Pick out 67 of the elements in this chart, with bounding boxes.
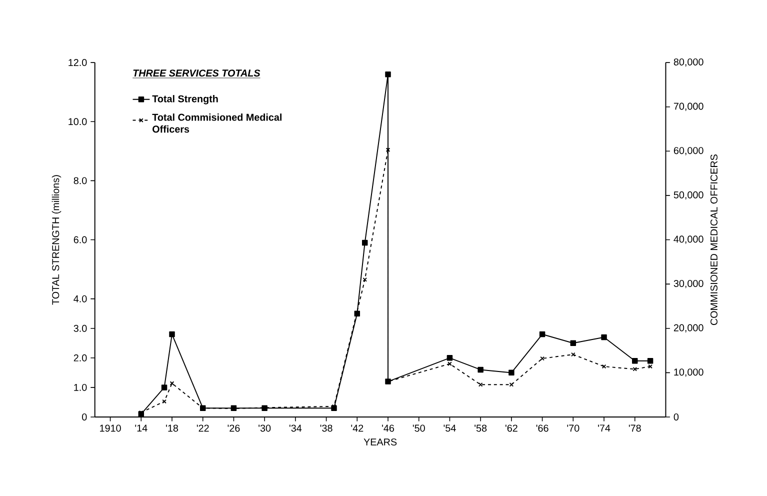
x-tick-label: '14 — [135, 424, 148, 432]
y2-axis-title: COMMISIONED MEDICAL OFFICERS — [710, 154, 718, 325]
x-tick-label: '58 — [474, 424, 487, 432]
point — [540, 356, 544, 360]
x-tick-label: '42 — [351, 424, 364, 432]
y2-tick-label: 70,000 — [674, 102, 704, 111]
y-axis-title: TOTAL STRENGTH (millions) — [52, 174, 62, 305]
y-tick-label: 4.0 — [74, 295, 87, 302]
y2-tick-label: 80,000 — [674, 58, 704, 66]
y-tick-label: 3.0 — [74, 324, 87, 332]
x-tick-label: 1910 — [100, 424, 121, 432]
point — [478, 382, 483, 387]
point — [570, 340, 576, 346]
point — [162, 399, 166, 404]
x-tick-label: '30 — [258, 424, 271, 432]
x-axis-title: YEARS — [364, 438, 397, 446]
point — [602, 364, 606, 368]
y2-tick-label: 0 — [674, 413, 679, 420]
x-tick-label: '54 — [444, 424, 456, 432]
x-tick-label: '74 — [598, 424, 610, 432]
y-tick-label: 10.0 — [68, 118, 87, 125]
point — [354, 310, 360, 316]
x-tick-label: '22 — [196, 424, 209, 432]
point — [448, 361, 452, 366]
point — [161, 384, 168, 390]
x-tick-label: '78 — [628, 424, 641, 432]
x-tick-label: '50 — [412, 424, 425, 432]
point — [169, 331, 175, 337]
point — [362, 277, 368, 282]
point — [446, 354, 453, 361]
point — [508, 370, 514, 376]
point — [478, 366, 484, 372]
point — [509, 382, 514, 387]
point — [632, 358, 638, 364]
point — [601, 334, 607, 340]
point — [570, 352, 576, 356]
x-tick-label: '62 — [505, 424, 518, 432]
point — [632, 366, 638, 372]
y2-tick-label: 40,000 — [674, 235, 704, 244]
x-tick-label: '26 — [228, 424, 240, 432]
point — [648, 364, 652, 368]
legend-label: Total Commisioned Medical Officers — [152, 113, 282, 132]
point — [170, 380, 174, 386]
x-tick-label: '38 — [320, 424, 332, 432]
y2-tick-label: 60,000 — [674, 146, 704, 156]
y-tick-label: 1.0 — [74, 384, 87, 391]
point — [539, 331, 546, 337]
y2-tick-label: 20,000 — [674, 324, 704, 332]
point — [386, 147, 390, 152]
y-tick-label: 8.0 — [74, 176, 87, 184]
y-tick-label: 12.0 — [68, 58, 87, 66]
x-tick-label: '66 — [536, 424, 548, 432]
point — [362, 240, 368, 246]
y-tick-label: 2.0 — [74, 354, 87, 362]
y2-tick-label: 50,000 — [674, 191, 704, 200]
legend-label: Total Strength — [152, 94, 218, 104]
point — [647, 358, 654, 364]
x-tick-label: '18 — [166, 424, 178, 432]
point — [385, 71, 391, 78]
x-tick-label: '34 — [289, 424, 302, 432]
y-tick-label: 0 — [82, 413, 87, 420]
y2-tick-label: 10,000 — [674, 368, 704, 377]
x-tick-label: '70 — [567, 424, 580, 432]
legend-title: THREE SERVICES TOTALS — [133, 69, 260, 76]
y-tick-label: 6.0 — [74, 236, 87, 244]
x-tick-label: '46 — [382, 424, 394, 432]
y2-tick-label: 30,000 — [674, 280, 704, 288]
